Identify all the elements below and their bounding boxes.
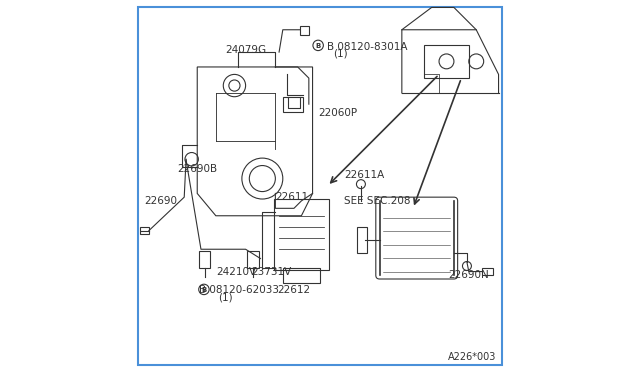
Text: 22690B: 22690B bbox=[177, 164, 217, 174]
Text: A226*003: A226*003 bbox=[449, 352, 497, 362]
Text: 24210V: 24210V bbox=[216, 267, 256, 276]
Text: 22611A: 22611A bbox=[344, 170, 385, 180]
Text: B 08120-62033: B 08120-62033 bbox=[199, 285, 279, 295]
Text: (1): (1) bbox=[333, 49, 348, 59]
Text: 22611: 22611 bbox=[275, 192, 308, 202]
Text: SEE SEC.208: SEE SEC.208 bbox=[344, 196, 411, 206]
Text: 22690N: 22690N bbox=[449, 270, 489, 280]
Text: 24079G: 24079G bbox=[225, 45, 266, 55]
Text: 23731V: 23731V bbox=[251, 267, 291, 276]
Text: 22612: 22612 bbox=[277, 285, 310, 295]
Text: (1): (1) bbox=[218, 293, 232, 302]
Text: B 08120-8301A: B 08120-8301A bbox=[328, 42, 408, 51]
Text: 22060P: 22060P bbox=[318, 109, 357, 118]
Text: 22690: 22690 bbox=[145, 196, 177, 206]
Text: B: B bbox=[202, 287, 207, 293]
Text: B: B bbox=[316, 43, 321, 49]
